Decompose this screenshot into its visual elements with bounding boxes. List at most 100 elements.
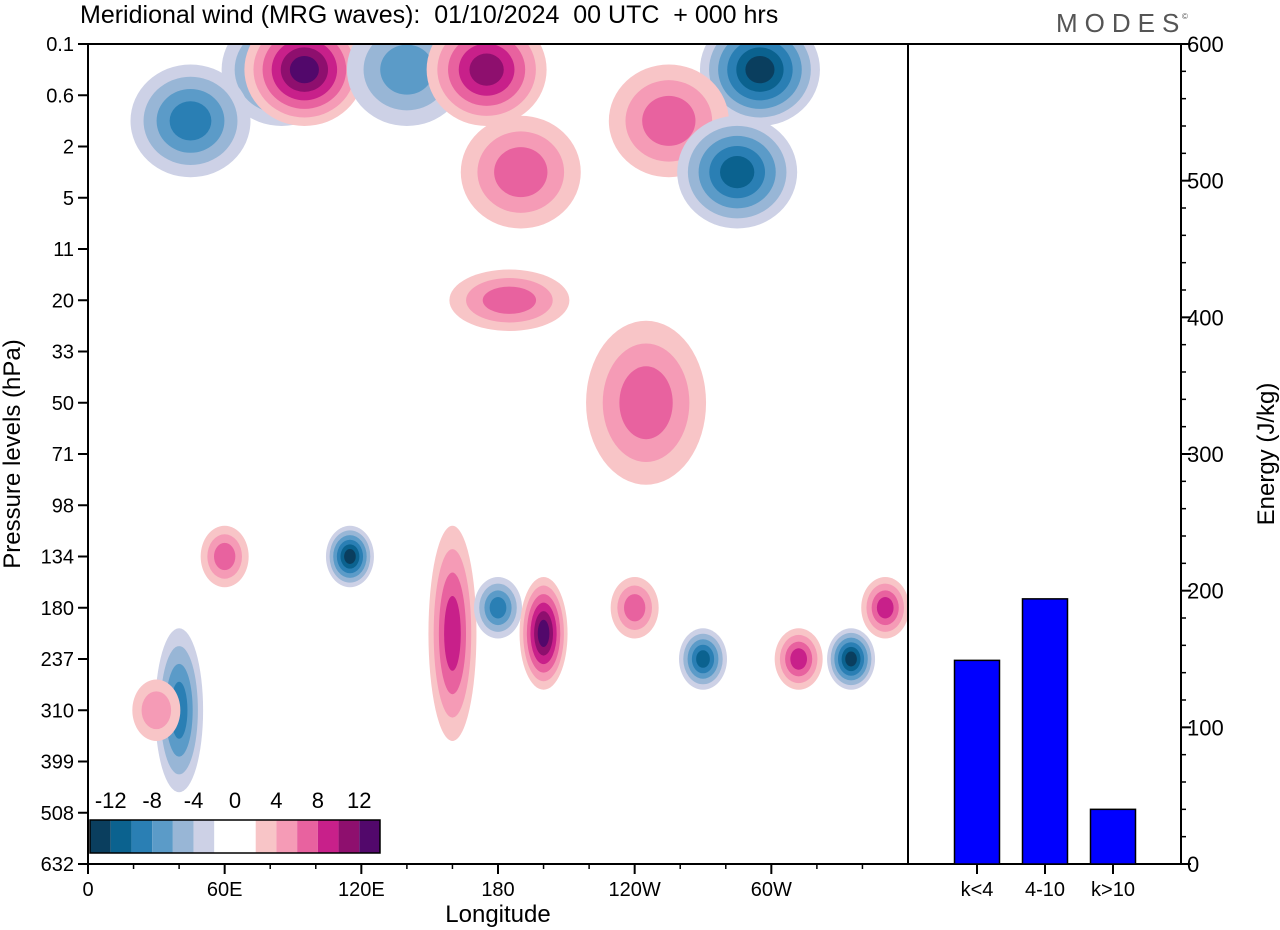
bar-category-label: k>10 — [1091, 879, 1135, 901]
y-tick-label: 399 — [41, 752, 74, 774]
energy-tick-label: 400 — [1187, 305, 1224, 330]
brand-logo: MODES — [1056, 8, 1187, 38]
wind-anomaly-positive — [774, 628, 823, 690]
contour-band — [642, 95, 696, 146]
contour-band — [696, 650, 710, 668]
y-tick-label: 5 — [63, 188, 74, 210]
contour-band — [289, 55, 319, 84]
energy-tick-label: 100 — [1187, 715, 1224, 740]
energy-bars: k<4 4-10 k>10 — [953, 598, 1137, 901]
legend-label: -12 — [95, 788, 127, 813]
y-tick-label: 71 — [52, 444, 74, 466]
x-tick-label: 0 — [82, 879, 93, 901]
legend-swatch — [110, 820, 132, 853]
contour-band — [444, 595, 461, 671]
heatmap-field — [130, 44, 908, 793]
legend-swatch — [152, 820, 173, 853]
y-tick-label: 0.1 — [46, 34, 74, 56]
wind-anomaly-positive — [200, 525, 249, 588]
contour-band — [720, 156, 755, 189]
energy-bar — [953, 659, 1001, 865]
y-tick-label: 632 — [41, 854, 74, 876]
contour-band — [344, 549, 356, 564]
x-axis-title: Longitude — [445, 901, 550, 928]
y-tick-label: 310 — [41, 700, 74, 722]
wind-anomaly-positive — [610, 577, 659, 639]
contour-band — [469, 53, 504, 86]
x-tick-label: 60E — [207, 879, 243, 901]
x-tick-label: 120W — [609, 879, 661, 901]
y-tick-label: 50 — [52, 393, 74, 415]
y-tick-label: 134 — [41, 547, 74, 569]
energy-axis-title: Energy (J/kg) — [1253, 383, 1280, 526]
wind-anomaly-positive — [428, 525, 477, 741]
y-tick-label: 98 — [52, 495, 74, 517]
wind-anomaly-positive — [586, 320, 707, 485]
wind-anomaly-negative — [130, 64, 251, 178]
contour-band — [624, 594, 646, 622]
legend-swatch — [297, 820, 318, 853]
y-tick-label: 508 — [41, 803, 74, 825]
y-tick-label: 2 — [63, 137, 74, 159]
legend-swatch — [90, 820, 111, 853]
x-tick-label: 120E — [338, 879, 385, 901]
y-axis-title: Pressure levels (hPa) — [0, 339, 26, 568]
wind-anomaly-negative — [677, 115, 798, 229]
bar-category-label: k<4 — [961, 879, 994, 901]
energy-tick-label: 0 — [1187, 852, 1199, 877]
contour-band — [619, 366, 673, 440]
wind-anomaly-positive — [519, 577, 568, 690]
bar-category-label: 4-10 — [1025, 879, 1065, 901]
wind-anomaly-negative — [474, 577, 522, 639]
wind-anomaly-negative — [827, 628, 876, 690]
contour-band — [214, 542, 236, 571]
contour-band — [790, 648, 808, 670]
y-tick-label: 237 — [41, 649, 74, 671]
legend-swatch — [359, 820, 380, 853]
legend-swatch — [255, 820, 277, 853]
legend-label: 12 — [347, 788, 371, 813]
legend-swatch — [235, 820, 256, 853]
contour-band — [141, 691, 172, 730]
contour-band — [489, 597, 507, 619]
contour-band — [169, 101, 212, 141]
legend-frame — [89, 819, 381, 854]
y-tick-label: 11 — [53, 239, 74, 261]
energy-tick-label: 200 — [1187, 579, 1224, 604]
contour-band — [876, 597, 894, 619]
legend-swatch — [276, 820, 298, 853]
legend-swatch — [317, 820, 339, 853]
wind-anomaly-positive — [426, 44, 547, 126]
legend-swatch — [193, 820, 215, 853]
contour-band — [845, 651, 857, 667]
brand-mark: © — [1182, 12, 1188, 21]
chart-title: Meridional wind (MRG waves): 01/10/2024 … — [80, 1, 779, 29]
wind-anomaly-positive — [449, 269, 570, 331]
legend-label: 0 — [229, 788, 241, 813]
contour-band — [482, 286, 537, 314]
y-tick-label: 20 — [52, 290, 74, 312]
legend-label: -4 — [184, 788, 204, 813]
energy-tick-label: 500 — [1187, 169, 1224, 194]
wind-anomaly-negative — [679, 628, 727, 690]
wind-anomaly-positive — [861, 577, 908, 639]
energy-tick-label: 600 — [1187, 32, 1224, 57]
energy-bar — [1021, 598, 1069, 865]
contour-band — [380, 44, 434, 95]
wind-anomaly-positive — [244, 44, 365, 126]
y-tick-label: 180 — [41, 598, 74, 620]
energy-tick-label: 300 — [1187, 442, 1224, 467]
legend-swatch — [338, 820, 360, 853]
legend-swatch — [214, 820, 235, 853]
y-tick-label: 33 — [52, 342, 74, 364]
y-tick-label: 0.6 — [46, 85, 74, 107]
legend-label: -8 — [142, 788, 162, 813]
x-tick-label: 60W — [751, 879, 792, 901]
contour-band — [745, 55, 775, 84]
wind-anomaly-positive — [132, 679, 181, 741]
legend-label: 4 — [270, 788, 282, 813]
legend-label: 8 — [312, 788, 324, 813]
y-axis: 0.1 0.6 2 5 11 20 33 50 71 98 134 180 237 310 399 508 63… — [41, 34, 88, 876]
energy-bar — [1089, 808, 1137, 865]
